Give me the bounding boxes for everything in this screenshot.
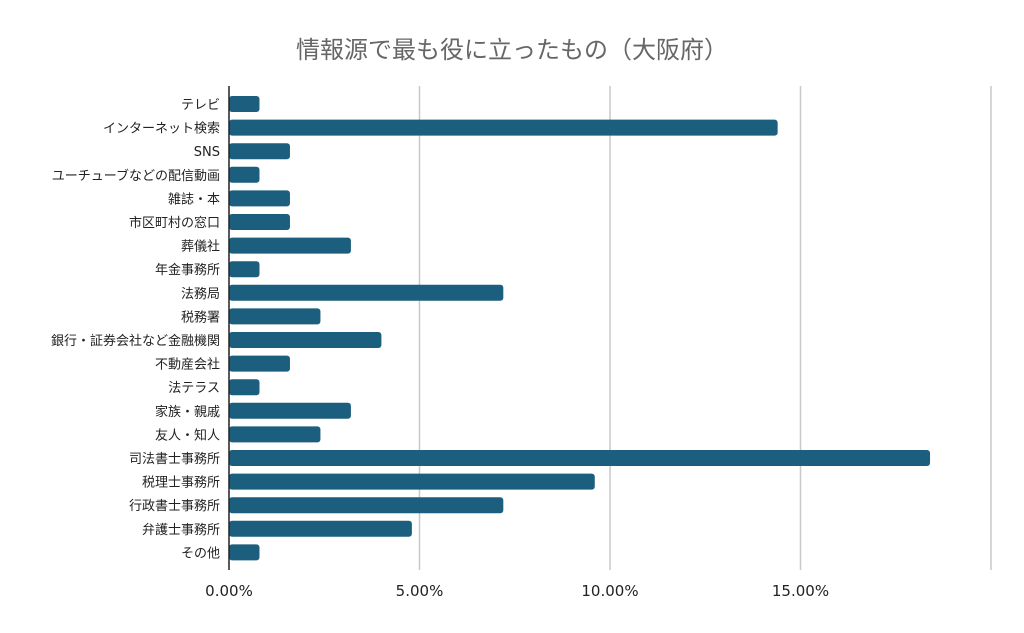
bar — [229, 402, 351, 419]
category-label: 法テラス — [168, 381, 220, 396]
bar — [229, 450, 931, 466]
category-label: 法務局 — [181, 287, 220, 302]
category-label: 税理士事務所 — [142, 476, 220, 491]
category-label: 雑誌・本 — [168, 191, 220, 207]
bar — [229, 190, 290, 207]
category-label: ユーチューブなどの配信動画 — [52, 168, 220, 184]
chart-title: 情報源で最も役に立ったもの（大阪府） — [296, 36, 728, 64]
bar — [229, 497, 504, 514]
category-label: 家族・親戚 — [155, 404, 220, 420]
bar — [229, 214, 290, 230]
bar — [229, 355, 290, 372]
bar — [229, 332, 382, 348]
bar — [229, 473, 595, 490]
x-tick-label: 5.00% — [396, 582, 444, 600]
category-label: 年金事務所 — [155, 262, 220, 278]
bar — [229, 544, 260, 561]
bar — [229, 379, 260, 396]
category-label: 銀行・証券会社など金融機関 — [51, 333, 220, 349]
x-tick-label: 0.00% — [205, 582, 253, 600]
bar — [229, 119, 778, 136]
category-label: テレビ — [181, 98, 220, 113]
category-label: 不動産会社 — [155, 357, 220, 373]
bar — [229, 237, 351, 254]
bar — [229, 96, 260, 112]
bar — [229, 143, 290, 160]
category-label: 弁護士事務所 — [142, 522, 220, 538]
x-tick-label: 15.00% — [772, 582, 829, 600]
bar — [229, 520, 412, 537]
category-label: 葬儀社 — [181, 239, 220, 255]
category-label: 市区町村の窓口 — [129, 215, 220, 231]
bar — [229, 166, 260, 183]
category-label: 司法書士事務所 — [129, 452, 220, 467]
category-label: SNS — [194, 145, 220, 160]
x-tick-label: 10.00% — [581, 582, 638, 600]
category-label: 税務署 — [181, 310, 220, 325]
bar — [229, 261, 260, 278]
category-label: その他 — [181, 546, 220, 561]
bar — [229, 308, 321, 325]
bar — [229, 426, 321, 443]
bar — [229, 284, 504, 301]
category-label: インターネット検索 — [103, 122, 220, 137]
category-label: 友人・知人 — [155, 427, 220, 443]
category-label: 行政書士事務所 — [129, 499, 220, 514]
